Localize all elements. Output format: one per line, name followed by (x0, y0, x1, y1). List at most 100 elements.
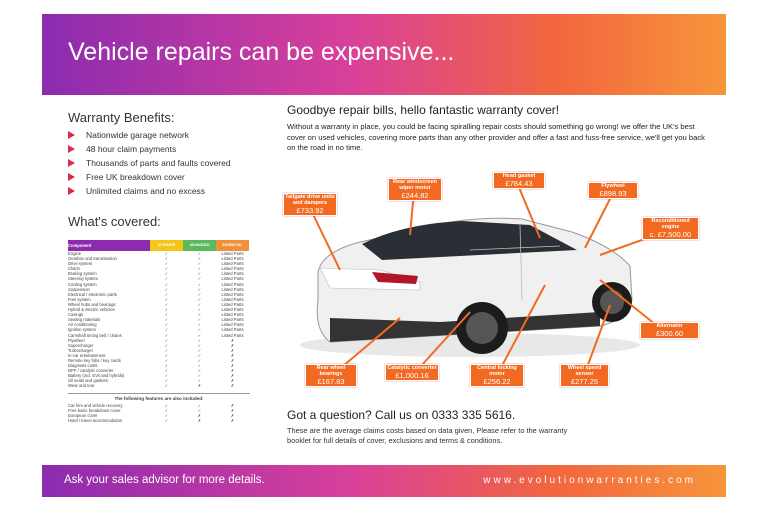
covered-title: What's covered: (68, 214, 161, 229)
table-row: Turbocharger ✓ ✓ ✗ (68, 348, 250, 353)
benefit-item: Nationwide garage network (68, 130, 231, 144)
table-row: Cooling system ✓ ✓ Listed Parts (68, 282, 250, 287)
cover-table: Component ULTIMATE ADVANCED ESSENTIAL Engine… (68, 240, 250, 423)
table-row: Ignition system ✓ ✓ Listed Parts (68, 327, 250, 332)
table-cell: ✓ (197, 251, 202, 256)
table-cell: ✓ (197, 407, 202, 413)
table-cell: Listed Parts (221, 266, 244, 272)
table-cell: ✗ (230, 357, 235, 363)
table-cell: ✓ (164, 317, 169, 323)
table-cell: Oil seals and gaskets (68, 378, 108, 384)
table-cell: ✓ (197, 281, 202, 287)
table-row: Wheel hubs and bearings ✓ ✓ Listed Parts (68, 302, 250, 307)
table-cell: Hybrid & electric vehicles (68, 307, 115, 313)
table-cell: ✓ (197, 327, 202, 333)
callout-label: Head gasket (502, 173, 536, 179)
table-cell: ✓ (197, 317, 202, 323)
callout-label: Catalytic converter (387, 365, 437, 371)
table-cell: ✓ (197, 332, 202, 338)
header-banner: Vehicle repairs can be expensive... (42, 14, 726, 95)
table-cell: ✓ (164, 363, 169, 369)
callout-label: Reconditioned engine (651, 218, 690, 230)
table-cell: ✗ (197, 412, 202, 418)
table-row: Electrical / electronic parts ✓ ✓ Listed Pa… (68, 292, 250, 297)
table-cell: ✓ (197, 337, 202, 343)
table-row: Flywheel ✓ ✓ ✗ (68, 338, 250, 343)
table-cell: ✓ (197, 368, 202, 374)
table-row: Engine ✓ ✓ Listed Parts (68, 251, 250, 256)
callout-price: £898.93 (599, 189, 627, 198)
callout: Rear windscreen wiper motor £244.82 (388, 178, 442, 201)
table-row: Gearbox and transmission ✓ ✓ Listed Parts (68, 256, 250, 261)
table-cell: Listed Parts (221, 327, 244, 333)
table-row: Drive system ✓ ✓ Listed Parts (68, 261, 250, 266)
benefit-item: Free UK breakdown cover (68, 172, 231, 186)
benefit-item: Thousands of parts and faults covered (68, 158, 231, 172)
table-cell: Electrical / electronic parts (68, 291, 117, 297)
table-row: Supercharger ✓ ✓ ✗ (68, 343, 250, 348)
table-cell: ✗ (230, 342, 235, 348)
title: Vehicle repairs can be expensive... (68, 38, 455, 66)
callout-label: Tailgate drive units and dampers (285, 194, 335, 206)
table-cell: Braking system (68, 271, 97, 277)
table-row: Hybrid & electric vehicles ✓ ✓ Listed Parts (68, 307, 250, 312)
table-cell: Engine (68, 251, 82, 256)
table-cell: DPF / catalytic converter (68, 368, 114, 374)
extras-title: The following features are also included… (68, 392, 250, 401)
table-cell: Wheel hubs and bearings (68, 301, 116, 307)
table-cell: ✓ (164, 357, 169, 363)
table-cell: Listed Parts (221, 251, 244, 256)
table-cell: ✓ (164, 378, 169, 384)
table-cell: ✓ (164, 266, 169, 272)
table-cell: ✓ (197, 322, 202, 328)
table-cell: ✓ (164, 332, 169, 338)
table-cell: Turbocharger (68, 347, 93, 353)
table-cell: ✓ (197, 261, 202, 267)
table-cell: Clutch (68, 266, 80, 272)
table-cell: ✓ (164, 407, 169, 413)
table-cell: ✓ (164, 327, 169, 333)
callout: Central locking motor £256.22 (470, 364, 524, 387)
callout: Tailgate drive units and dampers £733.92 (283, 193, 337, 216)
callout-price: c. £7,500.00 (649, 230, 692, 239)
callout-label: Central locking motor (477, 365, 517, 377)
table-cell: ✗ (230, 412, 235, 418)
footer-banner: Ask your sales advisor for more details.… (42, 465, 726, 497)
table-cell: ✗ (230, 368, 235, 374)
callout-price: £784.43 (505, 179, 533, 188)
intro-heading: Goodbye repair bills, hello fantastic wa… (287, 103, 560, 117)
table-cell: ✓ (164, 402, 169, 408)
table-cell: ✓ (164, 276, 169, 282)
table-cell: Battery (incl. EVs and hybrids) (68, 373, 125, 379)
table-cell: ✓ (164, 256, 169, 262)
table-cell: Hotel / travel accommodation (68, 417, 123, 423)
table-cell: Listed Parts (221, 301, 244, 307)
table-cell: ✓ (197, 286, 202, 292)
table-cell: ✓ (164, 291, 169, 297)
table-cell: ✗ (230, 363, 235, 369)
table-row: Remote key fobs / key cards ✓ ✓ ✗ (68, 358, 250, 363)
table-row: Braking system ✓ ✓ Listed Parts (68, 271, 250, 276)
callout-label: Rear windscreen wiper motor (392, 179, 438, 191)
callout: Reconditioned engine c. £7,500.00 (642, 217, 699, 240)
table-cell: ✗ (230, 417, 235, 423)
table-cell: ✗ (230, 347, 235, 353)
table-cell: ✓ (164, 322, 169, 328)
table-cell: Camshaft timing belt / chains (68, 332, 122, 338)
table-cell: ✓ (197, 291, 202, 297)
table-row: Seating materials ✓ ✓ Listed Parts (68, 317, 250, 322)
callout-label: Flywheel (601, 183, 625, 189)
table-cell: ✓ (197, 378, 202, 384)
benefit-item: Unlimited claims and no excess (68, 186, 231, 200)
table-row: Clutch ✓ ✓ Listed Parts (68, 266, 250, 271)
table-cell: Listed Parts (221, 261, 244, 267)
table-cell: ✓ (197, 276, 202, 282)
table-cell: ✓ (164, 261, 169, 267)
callout-line (308, 205, 341, 271)
table-cell: ✓ (197, 363, 202, 369)
table-cell: ✗ (197, 417, 202, 423)
table-cell: ✓ (197, 342, 202, 348)
table-cell: ✓ (164, 337, 169, 343)
intro-text: Without a warranty in place, you could b… (287, 122, 705, 152)
